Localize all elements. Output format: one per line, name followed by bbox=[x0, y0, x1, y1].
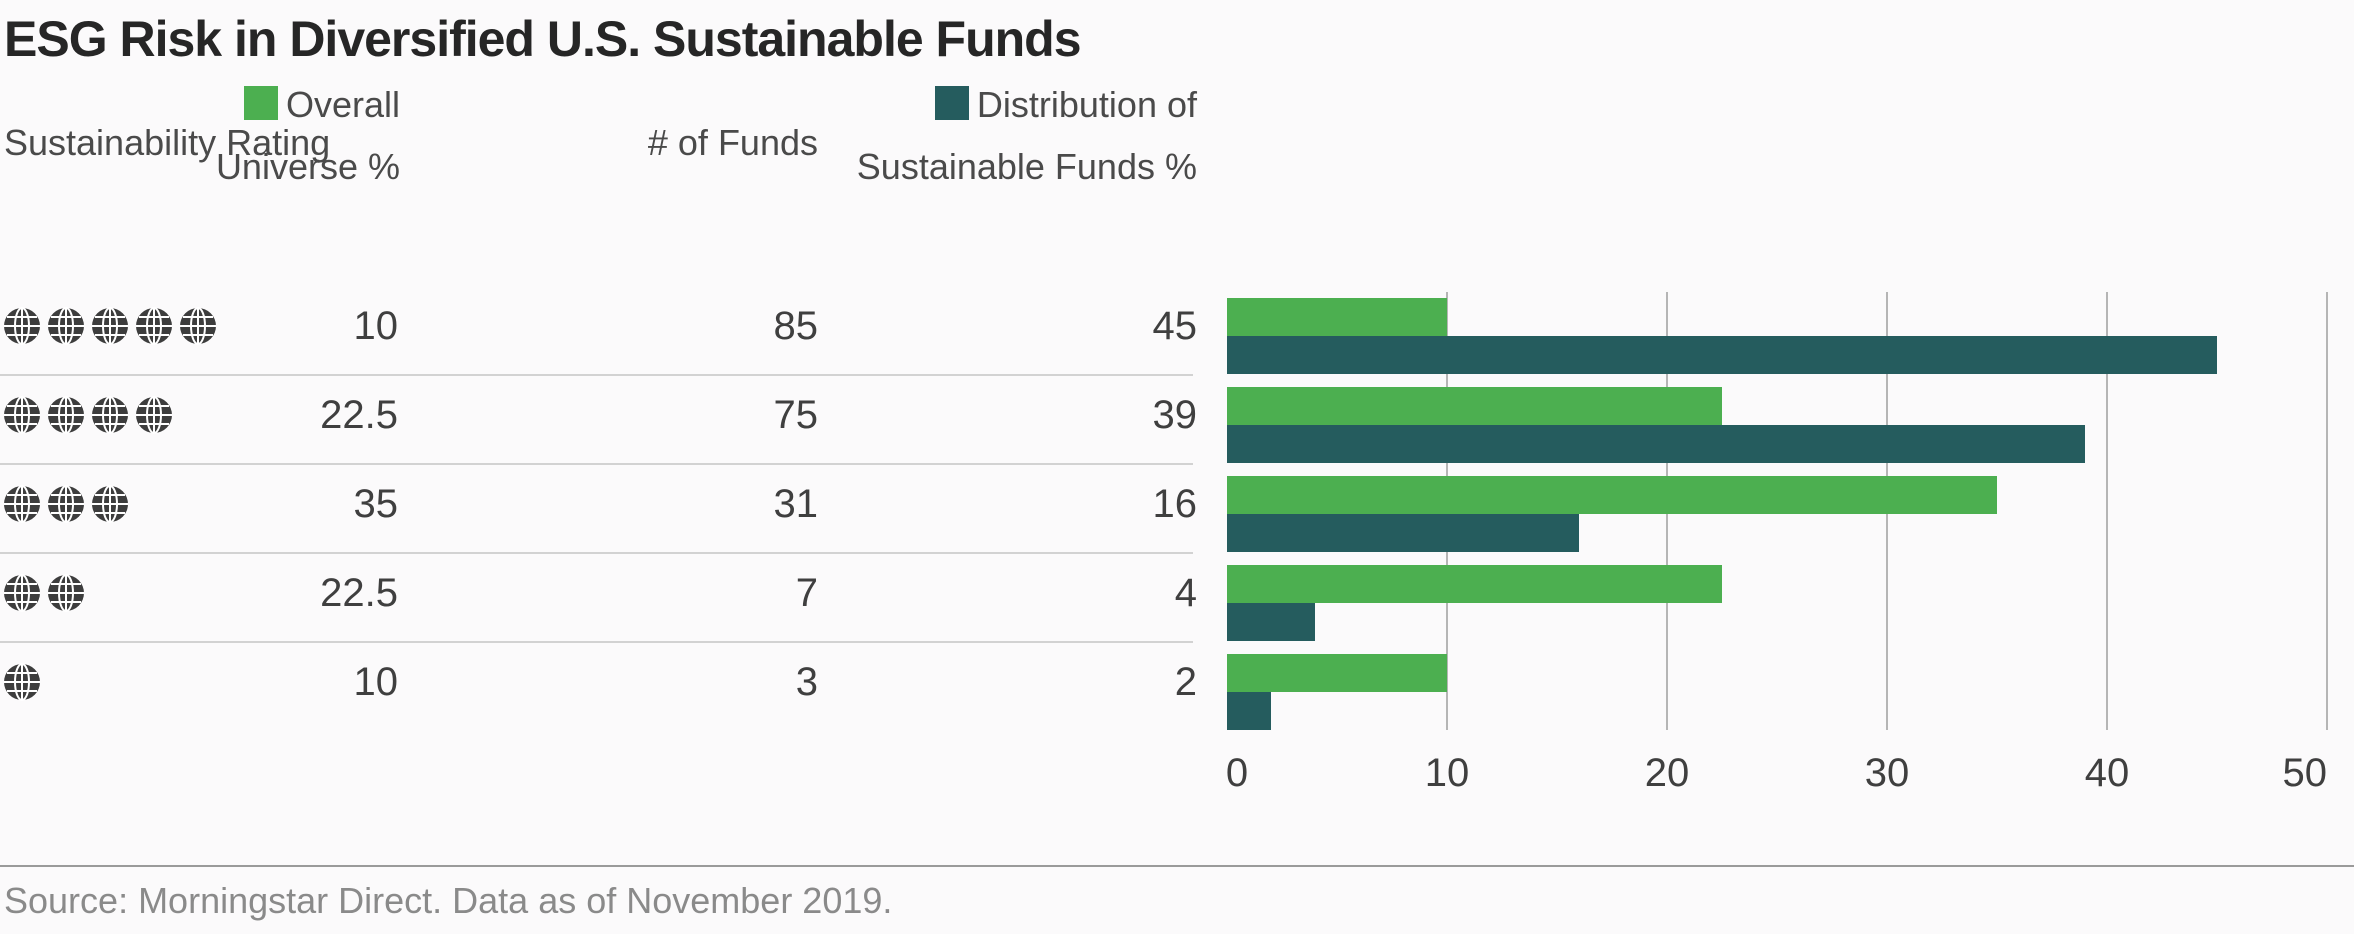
bar-distribution bbox=[1227, 336, 2217, 374]
cell-distribution: 16 bbox=[1152, 482, 1198, 526]
chart-title: ESG Risk in Diversified U.S. Sustainable… bbox=[4, 11, 1082, 67]
legend-swatch-distribution bbox=[934, 86, 969, 120]
cell-funds: 85 bbox=[773, 304, 819, 348]
globe-icon bbox=[48, 574, 84, 612]
row-divider bbox=[0, 641, 1193, 643]
rating-globes bbox=[2, 662, 42, 702]
bar-overall-universe bbox=[1227, 565, 1722, 603]
bar-overall-universe bbox=[1227, 298, 1447, 336]
globe-icon bbox=[180, 307, 216, 345]
header-number-of-funds: # of Funds bbox=[647, 122, 818, 163]
globe-icon bbox=[48, 485, 84, 523]
cell-distribution: 39 bbox=[1152, 393, 1198, 437]
bottom-divider bbox=[0, 865, 2354, 867]
bar-distribution bbox=[1227, 603, 1315, 641]
cell-universe: 10 bbox=[353, 304, 399, 348]
globe-icon bbox=[4, 485, 40, 523]
cell-distribution: 4 bbox=[1174, 571, 1197, 615]
header-sustainability-rating: Sustainability Rating bbox=[4, 122, 331, 163]
globe-icon bbox=[92, 307, 128, 345]
globe-icon bbox=[92, 396, 128, 434]
globe-icon bbox=[48, 307, 84, 345]
cell-universe: 22.5 bbox=[320, 571, 398, 615]
rating-globes bbox=[2, 484, 130, 524]
cell-funds: 75 bbox=[773, 393, 819, 437]
header-distribution-line2: Sustainable Funds % bbox=[856, 146, 1197, 187]
rating-globes bbox=[2, 395, 174, 435]
header-distribution-line1: Distribution of bbox=[976, 84, 1197, 125]
header-overall-universe: Overall Universe % bbox=[216, 74, 400, 198]
rating-globes bbox=[2, 573, 86, 613]
header-distribution: Distribution of Sustainable Funds % bbox=[857, 74, 1197, 198]
globe-icon bbox=[4, 396, 40, 434]
globe-icon bbox=[92, 485, 128, 523]
cell-funds: 3 bbox=[795, 660, 818, 704]
x-tick-label: 30 bbox=[1865, 751, 1910, 795]
cell-funds: 7 bbox=[795, 571, 818, 615]
globe-icon bbox=[136, 396, 172, 434]
bar-distribution bbox=[1227, 514, 1579, 552]
x-tick-label: 50 bbox=[2283, 751, 2328, 795]
row-divider bbox=[0, 552, 1193, 554]
globe-icon bbox=[4, 574, 40, 612]
row-divider bbox=[0, 463, 1193, 465]
globe-icon bbox=[136, 307, 172, 345]
source-note: Source: Morningstar Direct. Data as of N… bbox=[4, 880, 893, 921]
bar-distribution bbox=[1227, 425, 2085, 463]
cell-funds: 31 bbox=[773, 482, 819, 526]
rating-globes bbox=[2, 306, 218, 346]
x-tick-label: 0 bbox=[1226, 751, 1248, 795]
cell-universe: 22.5 bbox=[320, 393, 398, 437]
bar-overall-universe bbox=[1227, 387, 1722, 425]
bar-overall-universe bbox=[1227, 476, 1997, 514]
x-tick-label: 10 bbox=[1425, 751, 1470, 795]
legend-swatch-universe bbox=[243, 86, 278, 120]
globe-icon bbox=[48, 396, 84, 434]
row-divider bbox=[0, 374, 1193, 376]
cell-distribution: 45 bbox=[1152, 304, 1198, 348]
globe-icon bbox=[4, 663, 40, 701]
cell-universe: 35 bbox=[353, 482, 399, 526]
cell-distribution: 2 bbox=[1174, 660, 1197, 704]
x-tick-label: 40 bbox=[2085, 751, 2130, 795]
cell-universe: 10 bbox=[353, 660, 399, 704]
header-universe-line1: Overall bbox=[285, 84, 400, 125]
x-tick-label: 20 bbox=[1645, 751, 1690, 795]
bar-overall-universe bbox=[1227, 654, 1447, 692]
globe-icon bbox=[4, 307, 40, 345]
bar-distribution bbox=[1227, 692, 1271, 730]
header-universe-line2: Universe % bbox=[215, 146, 400, 187]
